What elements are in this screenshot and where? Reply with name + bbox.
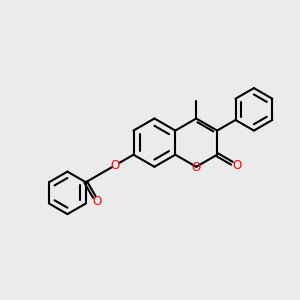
Text: O: O [191, 161, 200, 174]
Text: O: O [92, 195, 102, 208]
Text: O: O [232, 159, 241, 172]
Text: O: O [111, 159, 120, 172]
